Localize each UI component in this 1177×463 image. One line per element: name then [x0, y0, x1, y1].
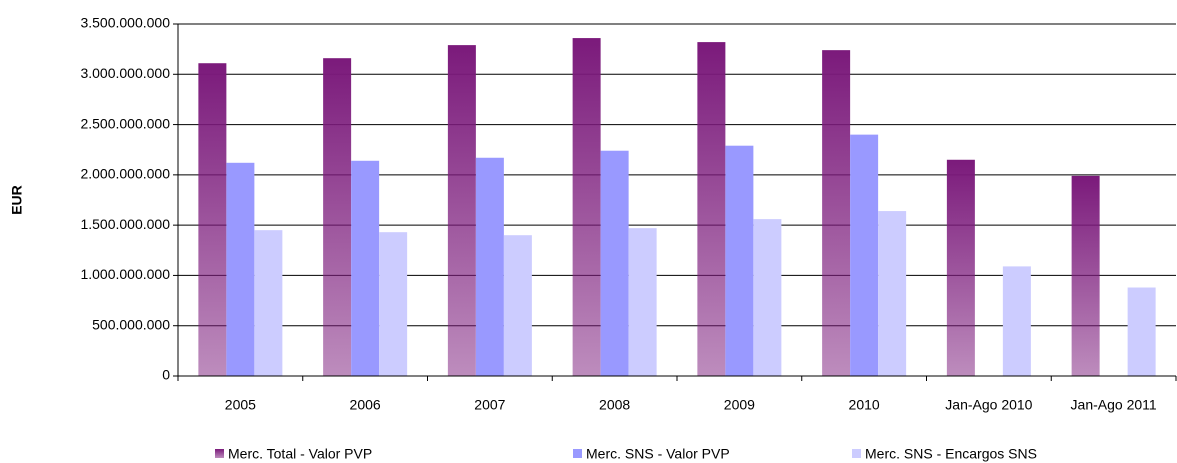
- bar: [503, 235, 532, 376]
- bar: [946, 159, 975, 376]
- y-tick-label: 3.500.000.000: [80, 15, 170, 31]
- x-tick-label: Jan-Ago 2011: [1071, 397, 1157, 413]
- bar: [254, 230, 283, 376]
- bar: [600, 150, 629, 376]
- y-axis-label: EUR: [9, 185, 25, 215]
- bar: [1002, 266, 1031, 376]
- x-tick-label: 2010: [849, 397, 880, 413]
- x-tick-label: 2006: [350, 397, 381, 413]
- legend-label: Merc. Total - Valor PVP: [228, 446, 372, 462]
- bar: [1071, 175, 1100, 376]
- bar: [753, 219, 782, 376]
- legend-swatch: [852, 449, 861, 458]
- legend-swatch: [573, 449, 582, 458]
- y-tick-label: 500.000.000: [92, 316, 170, 332]
- bar: [725, 145, 754, 376]
- legend-label: Merc. SNS - Valor PVP: [586, 446, 730, 462]
- bar: [628, 228, 657, 376]
- y-tick-label: 0: [162, 367, 170, 383]
- x-tick-label: 2009: [724, 397, 755, 413]
- x-tick-label: 2007: [474, 397, 505, 413]
- y-tick-label: 1.500.000.000: [80, 216, 170, 232]
- bar: [878, 211, 907, 376]
- x-tick-label: Jan-Ago 2010: [945, 397, 1032, 413]
- bar: [198, 63, 227, 376]
- bar: [697, 42, 726, 377]
- bar: [351, 160, 380, 376]
- x-tick-label: 2008: [599, 397, 630, 413]
- bar: [475, 157, 504, 376]
- legend-label: Merc. SNS - Encargos SNS: [865, 446, 1037, 462]
- bar: [323, 58, 352, 377]
- y-tick-label: 1.000.000.000: [80, 266, 170, 282]
- bar: [379, 232, 408, 376]
- bar: [822, 50, 851, 377]
- y-tick-label: 3.000.000.000: [80, 65, 170, 81]
- y-tick-label: 2.000.000.000: [80, 166, 170, 182]
- bar: [572, 38, 601, 376]
- y-tick-label: 2.500.000.000: [80, 115, 170, 131]
- bar: [850, 134, 879, 376]
- x-tick-label: 2005: [225, 397, 256, 413]
- bar: [226, 162, 255, 376]
- legend-swatch: [215, 449, 224, 458]
- bar: [1127, 287, 1156, 376]
- bar: [447, 45, 476, 377]
